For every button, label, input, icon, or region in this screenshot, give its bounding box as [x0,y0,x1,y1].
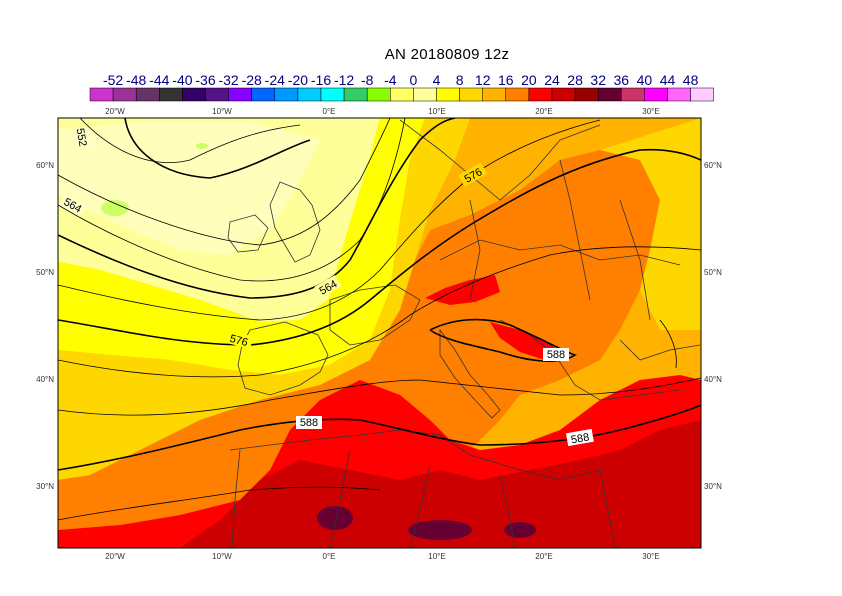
colorbar-legend: -52 -48 -44 -40 -36 -32 -28 -24 -20 -16 -12 -8 -4 0 4 8… [89,72,714,102]
left-tick-label: 60°N [36,161,54,170]
field-gold [58,118,470,480]
legend-swatch [459,87,483,102]
legend-label: -28 [242,72,262,88]
legend-swatch [644,87,668,102]
field-maroon-patch [504,522,536,538]
legend-swatch [89,87,114,102]
legend-swatch [690,87,714,102]
map-title: AN 20180809 12z [384,46,510,63]
legend-label: -44 [149,72,169,88]
legend-swatch [436,87,460,102]
legend-label: -40 [172,72,192,88]
top-tick-label: 10°W [212,107,232,116]
legend-swatch [182,87,206,102]
legend-label: -36 [195,72,215,88]
field-maroon-patch [408,520,472,540]
field-maroon-patch [317,506,353,530]
legend-swatch [574,87,599,102]
legend-swatch [228,87,252,102]
legend-label: -20 [288,72,308,88]
legend-swatch [528,87,553,102]
legend-label: 28 [567,72,583,88]
legend-label: -48 [126,72,146,88]
legend-swatch [274,87,299,102]
left-tick-label: 40°N [36,375,54,384]
legend-label: 0 [410,72,418,88]
legend-swatch [390,87,414,102]
right-tick-label: 60°N [704,161,722,170]
contour-labels: 552 564 564 576 576 588 588 588 [59,127,594,446]
legend-label: 36 [614,72,630,88]
top-tick-label: 0°E [323,107,336,116]
field-orange [58,150,660,530]
field-green-patch [196,143,208,149]
map-area: 552 564 564 576 576 588 588 588 [58,118,701,548]
bottom-tick-label: 0°E [323,552,336,561]
bottom-tick-label: 20°W [105,552,125,561]
top-tick-label: 30°E [642,107,659,116]
contour-label: 588 [547,349,565,361]
legend-swatch [343,87,368,102]
field-gold-east [600,118,701,330]
field-dark-red [180,420,701,548]
legend-swatch [413,87,437,102]
field-red-patch [425,275,500,305]
bottom-tick-label: 10°E [428,552,445,561]
bottom-tick-label: 30°E [642,552,659,561]
right-tick-label: 30°N [704,482,722,491]
legend-label: -12 [334,72,354,88]
legend-swatch [251,87,276,102]
contour-label: 588 [300,417,318,429]
top-tick-label: 10°E [428,107,445,116]
legend-swatch [159,87,183,102]
legend-swatch [482,87,507,102]
top-tick-label: 20°E [535,107,552,116]
legend-swatch [366,87,391,102]
left-tick-label: 30°N [36,482,54,491]
bottom-tick-label: 10°W [212,552,232,561]
legend-label: -16 [311,72,331,88]
legend-swatch [320,87,345,102]
contour-label: 588 [570,431,590,446]
legend-label: 16 [498,72,514,88]
legend-swatch [297,87,322,102]
legend-label: -8 [361,72,374,88]
legend-label: 12 [475,72,491,88]
legend-label: 40 [637,72,653,88]
field-red-patch [490,322,560,360]
legend-swatch [112,87,137,102]
map-frame [57,117,702,549]
legend-swatch [135,87,160,102]
legend-label: 20 [521,72,537,88]
top-tick-label: 20°W [105,107,125,116]
legend-label: -52 [103,72,123,88]
legend-label: -24 [265,72,285,88]
legend-label: 32 [590,72,606,88]
right-tick-label: 40°N [704,375,722,384]
legend-label: -32 [218,72,238,88]
field-yellow [58,118,425,375]
legend-swatch [205,87,229,102]
legend-label: 48 [683,72,699,88]
legend-label: -4 [384,72,397,88]
bottom-tick-label: 20°E [535,552,552,561]
legend-label: 24 [544,72,560,88]
contours [58,118,701,521]
legend-label: 4 [433,72,441,88]
left-tick-label: 50°N [36,268,54,277]
legend-label: 44 [660,72,676,88]
legend-swatch [597,87,622,102]
contour-label: 552 [74,127,89,147]
contour-label: 576 [228,333,249,349]
field-very-pale [58,122,320,255]
legend-swatch [667,87,691,102]
legend-swatch [551,87,576,102]
legend-swatch [505,87,530,102]
legend-swatch [621,87,645,102]
axis-labels: 20°W 10°W 0°E 10°E 20°E 30°E 20°W 10°W 0… [36,107,722,561]
right-tick-label: 50°N [704,268,722,277]
field-green-patch [101,200,129,216]
legend-label: 8 [456,72,464,88]
